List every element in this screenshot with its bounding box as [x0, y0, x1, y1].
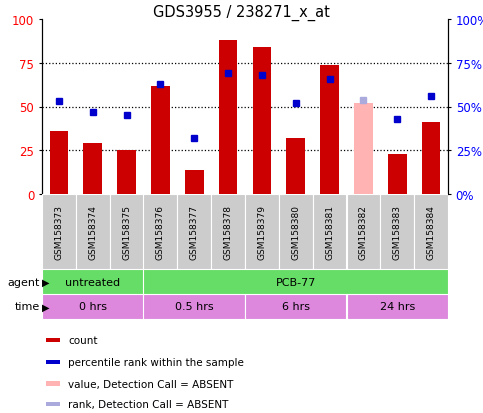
- Text: GSM158384: GSM158384: [426, 204, 436, 259]
- Bar: [286, 139, 305, 195]
- Text: GSM158380: GSM158380: [291, 204, 300, 259]
- Bar: [354, 104, 373, 195]
- Bar: [380, 195, 414, 269]
- Text: GSM158373: GSM158373: [55, 204, 63, 259]
- Bar: [177, 195, 211, 269]
- Bar: [219, 41, 237, 195]
- Text: time: time: [14, 302, 40, 312]
- Bar: [313, 195, 346, 269]
- Text: rank, Detection Call = ABSENT: rank, Detection Call = ABSENT: [69, 399, 229, 409]
- Text: GSM158377: GSM158377: [190, 204, 199, 259]
- Bar: [117, 151, 136, 195]
- Bar: [143, 269, 448, 294]
- Bar: [245, 294, 346, 319]
- Bar: [76, 195, 110, 269]
- Bar: [422, 123, 440, 195]
- Bar: [279, 195, 313, 269]
- Bar: [245, 195, 279, 269]
- Bar: [46, 360, 59, 365]
- Bar: [50, 132, 68, 195]
- Text: GSM158379: GSM158379: [257, 204, 267, 259]
- Bar: [151, 86, 170, 195]
- Bar: [42, 269, 143, 294]
- Text: GSM158374: GSM158374: [88, 204, 97, 259]
- Text: PCB-77: PCB-77: [276, 277, 316, 287]
- Text: untreated: untreated: [65, 277, 120, 287]
- Text: ▶: ▶: [42, 277, 49, 287]
- Bar: [388, 154, 407, 195]
- Text: 0.5 hrs: 0.5 hrs: [175, 302, 213, 312]
- Bar: [46, 402, 59, 406]
- Bar: [46, 382, 59, 386]
- Text: GSM158381: GSM158381: [325, 204, 334, 259]
- Text: 24 hrs: 24 hrs: [380, 302, 415, 312]
- Text: GSM158382: GSM158382: [359, 204, 368, 259]
- Text: 6 hrs: 6 hrs: [282, 302, 310, 312]
- Bar: [42, 294, 143, 319]
- Bar: [84, 144, 102, 195]
- Bar: [253, 48, 271, 195]
- Text: GDS3955 / 238271_x_at: GDS3955 / 238271_x_at: [153, 5, 330, 21]
- Text: agent: agent: [7, 277, 40, 287]
- Bar: [346, 294, 448, 319]
- Bar: [110, 195, 143, 269]
- Text: value, Detection Call = ABSENT: value, Detection Call = ABSENT: [69, 379, 234, 389]
- Bar: [143, 195, 177, 269]
- Text: 0 hrs: 0 hrs: [79, 302, 107, 312]
- Bar: [211, 195, 245, 269]
- Bar: [143, 294, 245, 319]
- Text: GSM158383: GSM158383: [393, 204, 402, 259]
- Text: GSM158378: GSM158378: [224, 204, 233, 259]
- Text: GSM158376: GSM158376: [156, 204, 165, 259]
- Text: ▶: ▶: [42, 302, 49, 312]
- Text: GSM158375: GSM158375: [122, 204, 131, 259]
- Bar: [414, 195, 448, 269]
- Text: percentile rank within the sample: percentile rank within the sample: [69, 357, 244, 368]
- Bar: [346, 195, 380, 269]
- Bar: [185, 170, 203, 195]
- Bar: [46, 338, 59, 342]
- Bar: [320, 65, 339, 195]
- Bar: [42, 195, 76, 269]
- Text: count: count: [69, 335, 98, 345]
